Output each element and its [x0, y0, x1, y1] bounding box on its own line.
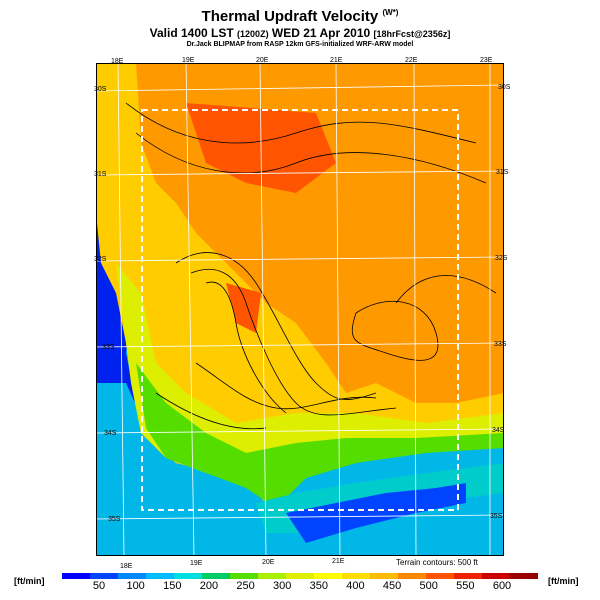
thermal-map[interactable] [96, 63, 504, 556]
color-swatch [454, 573, 482, 579]
color-swatch [370, 573, 398, 579]
color-swatch [398, 573, 426, 579]
scale-tick-label: 50 [92, 580, 106, 592]
scale-tick-label: 250 [236, 580, 255, 592]
color-swatch [258, 573, 286, 579]
lat-label: 30S [94, 86, 107, 93]
lat-label: 31S [496, 169, 509, 176]
color-swatch [174, 573, 202, 579]
valid-time: Valid 1400 LST (1200Z) WED 21 Apr 2010 [… [149, 26, 451, 40]
lat-label: 31S [94, 171, 107, 178]
chart-title: Thermal Updraft Velocity (W*) [201, 8, 399, 25]
scale-tick-label: 350 [309, 580, 328, 592]
color-swatch [286, 573, 314, 579]
lon-label: 19E [182, 57, 195, 64]
color-scale-bar [62, 573, 538, 579]
terrain-contour-note: Terrain contours: 500 ft [396, 558, 478, 567]
lon-label: 23E [480, 57, 493, 64]
lat-label: 35S [108, 516, 121, 523]
color-swatch [90, 573, 118, 579]
lat-label: 32S [94, 256, 107, 263]
lat-label: 34S [104, 430, 117, 437]
scale-tick-label: 150 [163, 580, 182, 592]
color-swatch [510, 573, 538, 579]
lat-label: 34S [492, 427, 505, 434]
lon-label: 18E [120, 563, 133, 570]
color-swatch [146, 573, 174, 579]
lon-label: 20E [256, 57, 269, 64]
scale-tick-label: 100 [126, 580, 145, 592]
lat-label: 35S [490, 513, 503, 520]
legend-unit-left: [ft/min] [14, 576, 45, 586]
scale-tick-label: 200 [199, 580, 219, 592]
color-swatch [426, 573, 454, 579]
color-swatch [314, 573, 342, 579]
color-swatch [482, 573, 510, 579]
lon-label: 21E [332, 558, 345, 565]
scale-tick-label: 600 [492, 580, 512, 592]
lon-label: 19E [190, 560, 203, 567]
lon-label: 22E [405, 57, 418, 64]
title-unit: (W*) [382, 8, 399, 17]
legend-unit-right: [ft/min] [548, 576, 579, 586]
color-swatch [202, 573, 230, 579]
model-credit: Dr.Jack BLIPMAP from RASP 12km GFS-initi… [186, 41, 414, 48]
color-swatch [342, 573, 370, 579]
color-swatch [62, 573, 90, 579]
lon-label: 21E [330, 57, 343, 64]
scale-tick-label: 300 [272, 580, 292, 592]
scale-tick-label: 500 [419, 580, 438, 592]
lon-label: 20E [262, 559, 275, 566]
lat-label: 33S [102, 344, 115, 351]
lat-label: 32S [495, 255, 508, 262]
scale-tick-label: 450 [382, 580, 402, 592]
scale-tick-label: 550 [456, 580, 475, 592]
lat-label: 33S [494, 341, 507, 348]
scale-tick-label: 400 [346, 580, 365, 592]
lat-label: 30S [498, 84, 511, 91]
lon-label: 18E [111, 58, 124, 65]
color-swatch [118, 573, 146, 579]
color-scale-ticks: 50 100 150 200 250 300 350 400 450 500 550 600 [62, 580, 538, 594]
color-swatch [230, 573, 258, 579]
